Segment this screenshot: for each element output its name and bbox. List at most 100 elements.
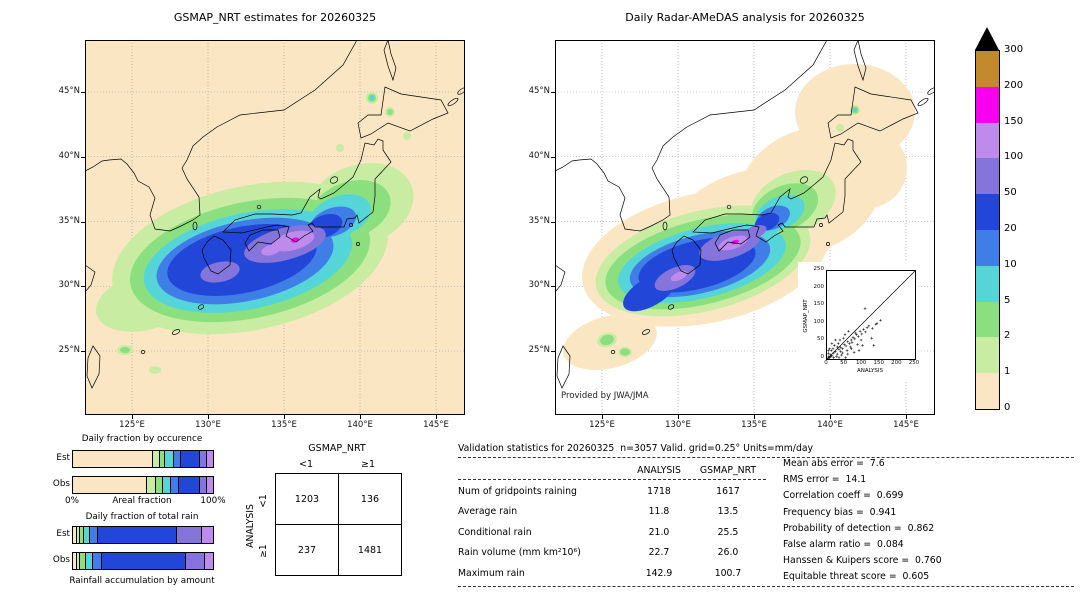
bar-segment [102,553,187,569]
lon-tick-label: 130°E [195,420,221,430]
summary-stat-line: Hanssen & Kuipers score = 0.760 [783,555,942,567]
bar-segment [92,553,103,569]
bar-segment [162,477,171,493]
lat-tick-label: 40°N [58,150,80,161]
validation-col-header: ANALYSIS [637,464,681,476]
lon-tick-label: 125°E [589,420,615,430]
lon-tick-mark [754,415,755,419]
validation-row-label: Average rain [458,506,518,518]
contingency-row-label: ≥1 [258,544,269,558]
gsmap-map-title: GSMAP_NRT estimates for 20260325 [173,11,377,24]
fraction-charts: Daily fraction by occurence Est Obs 0% A… [50,434,260,609]
validation-gsmap-value: 13.5 [717,506,739,518]
bar-segment [152,451,160,467]
validation-block: Validation statistics for 20260325 n=305… [458,443,1078,608]
summary-stats: Mean abs error = 7.6 RMS error = 14.1 Corr… [783,458,942,588]
validation-col-header: GSMAP_NRT [699,464,757,476]
inset-x-axis-label: ANALYSIS [857,368,883,374]
lat-tick-mark [81,156,85,158]
radar-map-title: Daily Radar-AMeDAS analysis for 20260325 [625,11,865,24]
lat-tick-label: 40°N [528,150,550,161]
validation-gsmap-value: 25.5 [717,526,739,538]
colorbar-tick-label: 0 [1004,402,1011,413]
validation-row: Rain volume (mm km²10⁶) 22.7 26.0 [458,543,768,564]
lon-tick-label: 145°E [893,420,919,430]
lon-tick-mark [284,415,285,419]
colorbar-segment [976,373,999,409]
bar-segment [173,451,181,467]
colorbar-segment [976,229,999,266]
obs-row-label: Obs [52,555,70,565]
validation-row: Conditional rain 21.0 25.5 [458,522,768,543]
coastlines [84,38,467,389]
bar-segment [73,477,148,493]
divider [458,479,766,480]
bar-segment [180,451,201,467]
inset-y-tick-label: 50 [817,336,824,343]
lon-tick-mark [906,415,907,419]
lon-tick-label: 135°E [741,420,767,430]
lon-tick-label: 135°E [271,420,297,430]
summary-stat-line: Equitable threat score = 0.605 [783,571,930,583]
inset-x-tick-label: 200 [891,360,902,366]
divider [458,457,1074,458]
lon-tick-label: 140°E [817,420,843,430]
lon-tick-mark [436,415,437,419]
colorbar-segment [976,158,999,195]
colorbar-segment [976,86,999,123]
validation-gsmap-value: 1617 [716,485,740,497]
bar-segment [77,553,80,569]
summary-stat-line: RMS error = 14.1 [783,474,867,486]
colorbar-overflow-icon [975,27,999,50]
lon-tick-label: 145°E [423,420,449,430]
contingency-block: GSMAP_NRT <1 ≥1 ANALYSIS <1 ≥1 1203 136 … [240,440,415,605]
bar-segment [77,527,80,543]
bar-segment [155,477,163,493]
validation-gsmap-value: 26.0 [717,547,739,559]
contingency-col-label: ≥1 [360,459,375,470]
bar-segment [147,477,156,493]
lon-tick-mark [132,415,133,419]
colorbar-segment [976,337,999,374]
lon-tick-label: 130°E [665,420,691,430]
bar-segment [84,527,90,543]
axis-title: Areal fraction [112,496,172,506]
lat-tick-mark [551,286,555,288]
inset-x-tick-label: 100 [855,360,867,366]
validation-analysis-value: 22.7 [648,547,670,559]
colorbar-tick-label: 50 [1004,187,1017,199]
inset-y-tick-label: 200 [813,283,825,290]
total-rain-est-bar [72,526,214,544]
axis-min-label: 0% [65,496,79,506]
lat-tick-label: 30°N [528,280,550,291]
bar-segment [200,451,208,467]
map-border [85,40,465,415]
lat-tick-label: 45°N [58,86,80,96]
lat-tick-label: 25°N [58,345,80,355]
bar-segment [89,527,99,543]
lat-tick-label: 35°N [58,215,80,226]
bar-segment [165,451,174,467]
summary-stat-line: Frequency bias = 0.941 [783,506,897,518]
colorbar-segment [976,51,999,87]
bar-segment [73,451,153,467]
bar-segment [79,553,86,569]
colorbar-segment [976,265,999,302]
contingency-table: 1203 136 237 1481 [275,473,402,576]
divider [458,586,1074,587]
validation-rows: Num of gridpoints raining 1718 1617 Average… [458,481,768,584]
lon-tick-label: 140°E [347,420,373,430]
colorbar [975,50,1000,410]
bar-segment [201,527,213,543]
bar-segment [186,553,205,569]
validation-gsmap-value: 100.7 [714,567,742,579]
contingency-col-group-label: GSMAP_NRT [308,443,366,454]
contingency-cell: 1481 [338,524,402,576]
validation-row-label: Rain volume (mm km²10⁶) [458,547,581,559]
lat-tick-label: 35°N [528,215,550,226]
coastlines [554,38,937,389]
lat-tick-label: 30°N [58,280,80,291]
est-row-label: Est [56,453,70,463]
obs-row-label: Obs [52,479,70,489]
lat-tick-mark [81,351,85,352]
